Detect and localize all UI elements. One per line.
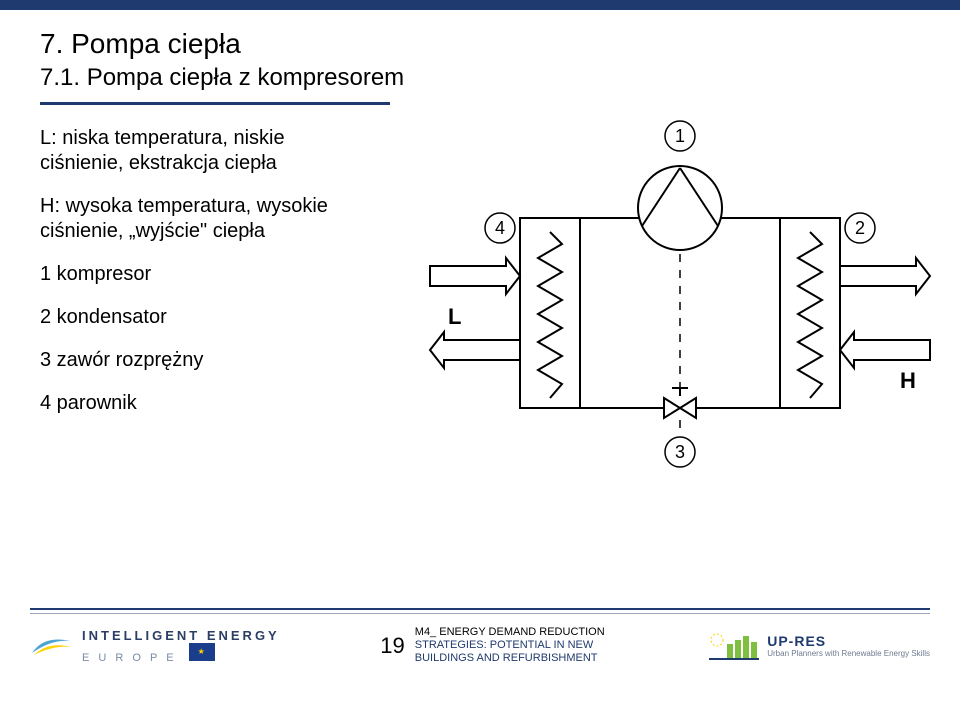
module-line1: M4_ ENERGY DEMAND REDUCTION — [415, 626, 605, 639]
heat-pump-diagram: 1 4 2 3 L H — [420, 108, 940, 488]
label-3: 3 — [675, 442, 685, 462]
page-number: 19 — [380, 633, 404, 659]
list-item: 4 parownik — [40, 391, 360, 416]
upres-icon — [705, 630, 761, 662]
list-item: 2 kondensator — [40, 305, 360, 330]
footer: INTELLIGENT ENERGY E U R O P E 19 M4_ EN… — [30, 626, 930, 666]
module-line2: STRATEGIES: POTENTIAL IN NEW — [415, 639, 605, 652]
label-2: 2 — [855, 218, 865, 238]
L-prefix: L: — [40, 127, 62, 149]
block-H: H: wysoka temperatura, wysokie ciśnienie… — [40, 194, 360, 244]
ie-sub: E U R O P E — [82, 652, 177, 664]
top-accent-bar — [0, 0, 960, 10]
label-L: L — [448, 304, 461, 329]
label-1: 1 — [675, 126, 685, 146]
eu-flag-icon — [189, 643, 215, 661]
footer-rule-bottom — [30, 613, 930, 614]
section-title: 7. Pompa ciepła — [40, 28, 404, 60]
intelligent-energy-logo: INTELLIGENT ENERGY E U R O P E — [30, 628, 280, 664]
L-text: niska temperatura, niskie ciśnienie, eks… — [40, 127, 285, 174]
label-4: 4 — [495, 218, 505, 238]
ie-swoosh-icon — [30, 631, 74, 661]
list-item: 3 zawór rozprężny — [40, 348, 360, 373]
module-text: M4_ ENERGY DEMAND REDUCTION STRATEGIES: … — [415, 626, 605, 666]
upres-title: UP-RES — [767, 633, 930, 649]
section-subtitle: 7.1. Pompa ciepła z kompresorem — [40, 64, 404, 92]
footer-rule-top — [30, 608, 930, 610]
header-underline — [40, 102, 390, 105]
block-L: L: niska temperatura, niskie ciśnienie, … — [40, 126, 360, 176]
ie-title: INTELLIGENT ENERGY — [82, 628, 280, 643]
H-text: wysoka temperatura, wysokie ciśnienie, „… — [40, 195, 328, 242]
module-line3: BUILDINGS AND REFURBISHMENT — [415, 652, 605, 665]
label-H: H — [900, 368, 916, 393]
description-column: L: niska temperatura, niskie ciśnienie, … — [40, 126, 360, 434]
upres-logo: UP-RES Urban Planners with Renewable Ene… — [705, 630, 930, 662]
list-item: 1 kompresor — [40, 262, 360, 287]
page-header: 7. Pompa ciepła 7.1. Pompa ciepła z komp… — [40, 28, 404, 92]
H-prefix: H: — [40, 195, 66, 217]
footer-center: 19 M4_ ENERGY DEMAND REDUCTION STRATEGIE… — [380, 626, 604, 666]
upres-sub: Urban Planners with Renewable Energy Ski… — [767, 649, 930, 658]
